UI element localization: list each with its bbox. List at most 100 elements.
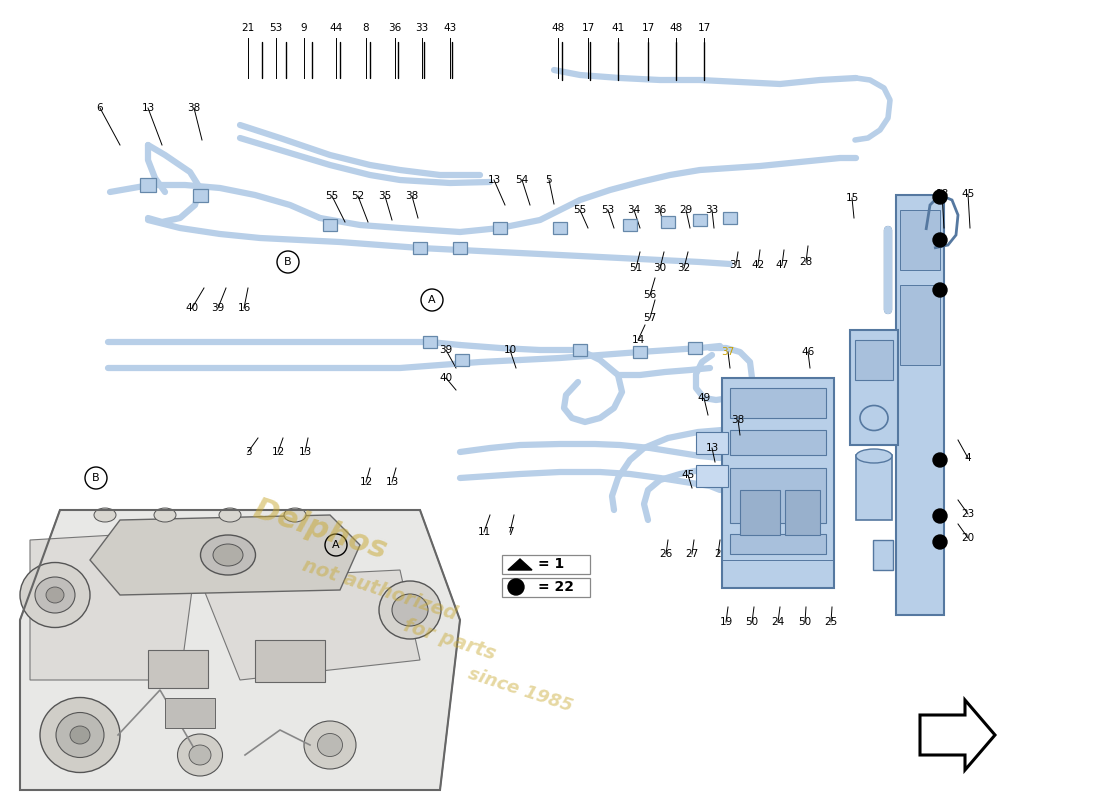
Text: 23: 23 <box>961 509 975 519</box>
Circle shape <box>508 579 524 595</box>
Ellipse shape <box>177 734 222 776</box>
Bar <box>873 540 893 570</box>
Text: 35: 35 <box>378 191 392 201</box>
Text: 56: 56 <box>644 290 657 300</box>
Bar <box>424 336 437 348</box>
Bar <box>855 340 893 380</box>
Text: 42: 42 <box>751 260 764 270</box>
Bar <box>553 222 566 234</box>
Text: 5: 5 <box>546 175 552 185</box>
Text: 14: 14 <box>631 335 645 345</box>
Text: 38: 38 <box>732 415 745 425</box>
Text: 13: 13 <box>705 443 718 453</box>
Ellipse shape <box>35 577 75 613</box>
Bar <box>412 242 427 254</box>
Text: 40: 40 <box>439 373 452 383</box>
Text: 13: 13 <box>142 103 155 113</box>
Text: 24: 24 <box>771 617 784 627</box>
Circle shape <box>933 190 947 204</box>
Text: 52: 52 <box>351 191 364 201</box>
Bar <box>453 242 468 254</box>
Circle shape <box>933 453 947 467</box>
Text: 41: 41 <box>612 23 625 33</box>
Ellipse shape <box>304 721 356 769</box>
Bar <box>856 455 892 520</box>
Text: 45: 45 <box>961 189 975 199</box>
Ellipse shape <box>318 734 342 757</box>
Bar <box>900 210 940 270</box>
Polygon shape <box>90 515 360 595</box>
Bar <box>723 212 737 224</box>
Text: 13: 13 <box>298 447 311 457</box>
Ellipse shape <box>284 508 306 522</box>
Bar <box>493 222 507 234</box>
Text: A: A <box>332 540 340 550</box>
Ellipse shape <box>860 406 888 430</box>
Text: 50: 50 <box>746 617 759 627</box>
Text: 15: 15 <box>846 193 859 203</box>
Text: 40: 40 <box>186 303 199 313</box>
Text: 13: 13 <box>487 175 500 185</box>
Text: 53: 53 <box>602 205 615 215</box>
Bar <box>140 178 156 192</box>
Text: 45: 45 <box>681 470 694 480</box>
Text: 13: 13 <box>385 477 398 487</box>
Text: 29: 29 <box>680 205 693 215</box>
Bar <box>730 388 826 418</box>
Text: 33: 33 <box>705 205 718 215</box>
Polygon shape <box>200 570 420 680</box>
Circle shape <box>933 283 947 297</box>
Text: 53: 53 <box>270 23 283 33</box>
Text: 48: 48 <box>551 23 564 33</box>
Text: 55: 55 <box>573 205 586 215</box>
Text: 36: 36 <box>388 23 401 33</box>
Text: 30: 30 <box>653 263 667 273</box>
Text: 26: 26 <box>659 549 672 559</box>
Bar <box>623 219 637 231</box>
Polygon shape <box>920 700 996 770</box>
Text: 17: 17 <box>582 23 595 33</box>
Text: 7: 7 <box>507 527 514 537</box>
Ellipse shape <box>40 698 120 773</box>
Text: 39: 39 <box>211 303 224 313</box>
Bar <box>785 490 820 535</box>
Text: 20: 20 <box>961 533 975 543</box>
Text: 36: 36 <box>653 205 667 215</box>
Text: 38: 38 <box>187 103 200 113</box>
Text: 55: 55 <box>326 191 339 201</box>
Text: 10: 10 <box>504 345 517 355</box>
Text: 3: 3 <box>244 447 251 457</box>
Text: B: B <box>92 473 100 483</box>
Ellipse shape <box>46 587 64 603</box>
Bar <box>455 354 469 366</box>
Ellipse shape <box>213 544 243 566</box>
Bar <box>730 430 826 455</box>
Circle shape <box>933 509 947 523</box>
Text: 39: 39 <box>439 345 452 355</box>
Ellipse shape <box>20 562 90 627</box>
Text: 27: 27 <box>685 549 698 559</box>
Text: 16: 16 <box>238 303 251 313</box>
Bar <box>900 285 940 365</box>
Text: 33: 33 <box>416 23 429 33</box>
Text: 37: 37 <box>722 347 735 357</box>
Bar <box>696 465 728 487</box>
Bar <box>693 214 707 226</box>
Text: 8: 8 <box>363 23 370 33</box>
Ellipse shape <box>392 594 428 626</box>
Ellipse shape <box>94 508 115 522</box>
Text: 9: 9 <box>300 23 307 33</box>
Text: 18: 18 <box>935 189 948 199</box>
Ellipse shape <box>856 449 892 463</box>
Text: 17: 17 <box>697 23 711 33</box>
Text: 50: 50 <box>799 617 812 627</box>
Text: 47: 47 <box>776 260 789 270</box>
Polygon shape <box>30 530 200 680</box>
Text: A: A <box>428 295 436 305</box>
Ellipse shape <box>219 508 241 522</box>
Bar <box>502 555 590 574</box>
Bar <box>148 650 208 688</box>
Bar <box>502 578 590 597</box>
Ellipse shape <box>200 535 255 575</box>
Ellipse shape <box>56 713 104 758</box>
